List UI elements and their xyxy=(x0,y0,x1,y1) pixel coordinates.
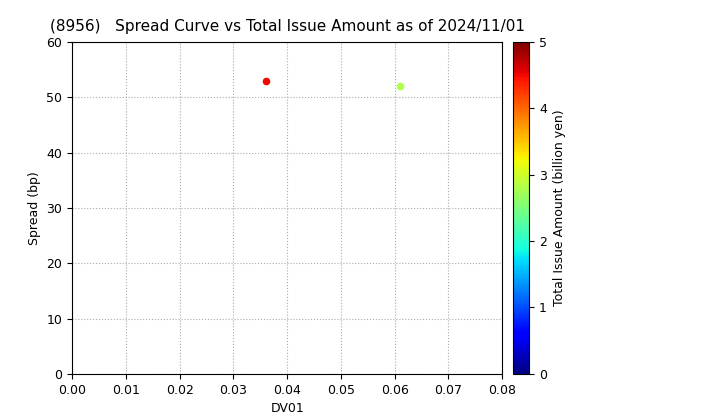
Y-axis label: Total Issue Amount (billion yen): Total Issue Amount (billion yen) xyxy=(552,110,565,306)
Point xyxy=(395,83,406,89)
Y-axis label: Spread (bp): Spread (bp) xyxy=(28,171,41,245)
Point xyxy=(260,77,271,84)
Title: (8956)   Spread Curve vs Total Issue Amount as of 2024/11/01: (8956) Spread Curve vs Total Issue Amoun… xyxy=(50,19,525,34)
X-axis label: DV01: DV01 xyxy=(270,402,304,415)
